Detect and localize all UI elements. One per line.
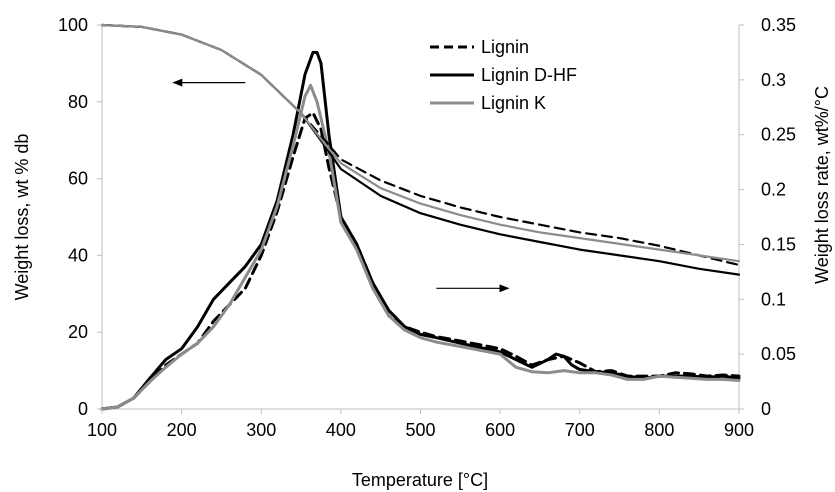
x-axis-title: Temperature [°C] bbox=[352, 470, 488, 490]
series-lignin-rate-line bbox=[100, 111, 741, 411]
y-right-tick-label: 0.35 bbox=[761, 15, 796, 35]
x-tick-label: 400 bbox=[326, 420, 356, 440]
y-left-tick-label: 60 bbox=[68, 169, 88, 189]
y-left-tick-label: 80 bbox=[68, 92, 88, 112]
legend: Lignin Lignin D-HF Lignin K bbox=[430, 37, 577, 113]
x-tick-label: 900 bbox=[724, 420, 754, 440]
series-lignin-d-hf-rate-line bbox=[100, 50, 741, 411]
y-axis-left-title: Weight loss, wt % db bbox=[12, 134, 32, 301]
x-tick-label: 600 bbox=[485, 420, 515, 440]
legend-label-lignin-k: Lignin K bbox=[481, 93, 546, 113]
legend-label-lignin: Lignin bbox=[481, 37, 529, 57]
legend-label-lignin-d-hf: Lignin D-HF bbox=[481, 65, 577, 85]
y-left-tick-label: 40 bbox=[68, 245, 88, 265]
series-lignin-weight-line bbox=[100, 23, 741, 267]
y-left-tick-label: 20 bbox=[68, 322, 88, 342]
y-right-tick-label: 0.1 bbox=[761, 289, 786, 309]
series-lignin-k-rate-line bbox=[100, 83, 741, 411]
y-right-tick-label: 0.05 bbox=[761, 344, 796, 364]
x-tick-label: 500 bbox=[405, 420, 435, 440]
y-right-tick-label: 0.25 bbox=[761, 125, 796, 145]
y-right-tick-label: 0.2 bbox=[761, 180, 786, 200]
y-right-tick-label: 0.15 bbox=[761, 234, 796, 254]
annotation-layer bbox=[172, 78, 510, 293]
series-lignin-d-hf-weight-line bbox=[100, 23, 741, 276]
x-tick-label: 100 bbox=[87, 420, 117, 440]
x-tick-label: 700 bbox=[565, 420, 595, 440]
y-right-tick-label: 0.3 bbox=[761, 70, 786, 90]
y-right-tick-label: 0 bbox=[761, 399, 771, 419]
x-tick-label: 200 bbox=[167, 420, 197, 440]
axes-layer: 100 200 300 400 500 600 700 800 9000204060801000… bbox=[58, 15, 796, 440]
series-lignin-k-weight-line bbox=[100, 23, 741, 263]
y-left-tick-label: 0 bbox=[78, 399, 88, 419]
series-layer bbox=[100, 23, 741, 411]
y-axis-right-title: Weight loss rate, wt%/°C bbox=[812, 86, 832, 284]
x-tick-label: 800 bbox=[644, 420, 674, 440]
y-left-tick-label: 100 bbox=[58, 15, 88, 35]
x-tick-label: 300 bbox=[246, 420, 276, 440]
